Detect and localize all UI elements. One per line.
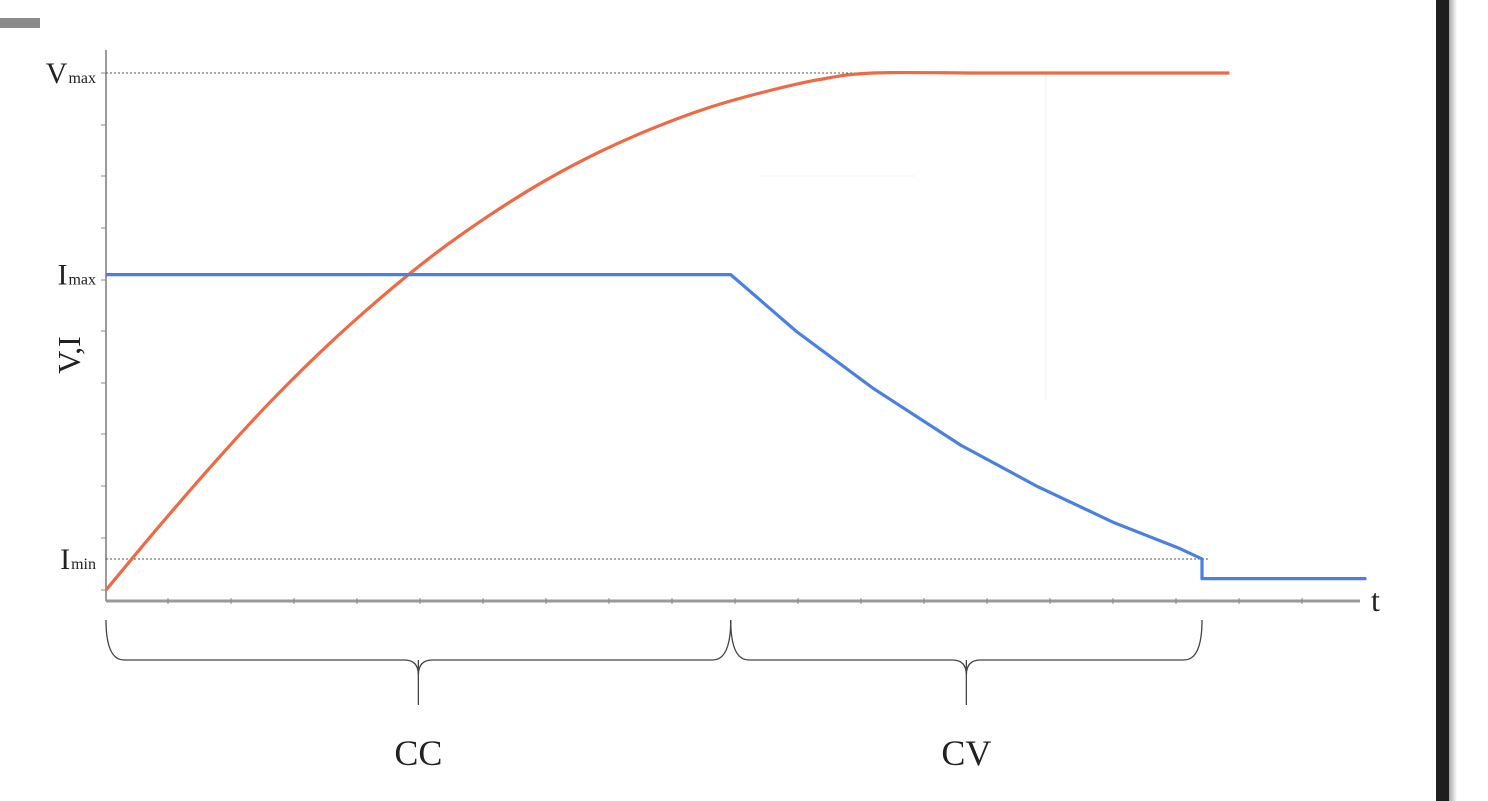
chart-series	[104, 70, 1367, 592]
chart-labels: Vmax Imax Imin V,I t	[46, 57, 1380, 618]
x-axis-label: t	[1371, 582, 1380, 618]
frame-border	[1436, 0, 1449, 801]
chart-guides	[106, 72, 1210, 560]
series-line-1	[104, 70, 1230, 592]
y-level-label: Imin	[60, 543, 96, 576]
chart-axes	[101, 50, 1360, 604]
y-level-label: Vmax	[46, 57, 96, 90]
phase-label: CC	[394, 733, 442, 773]
corner-mark	[0, 18, 40, 28]
phase-label: CV	[941, 733, 991, 773]
y-level-label: Imax	[57, 259, 96, 292]
chart-grid	[760, 73, 1047, 400]
frame-shadow	[1449, 0, 1457, 801]
chart-phases: CC CV	[105, 619, 1203, 773]
chart: Vmax Imax Imin V,I t CC CV	[46, 50, 1380, 773]
y-axis-label: V,I	[51, 336, 87, 374]
series-line-2	[106, 273, 1367, 581]
